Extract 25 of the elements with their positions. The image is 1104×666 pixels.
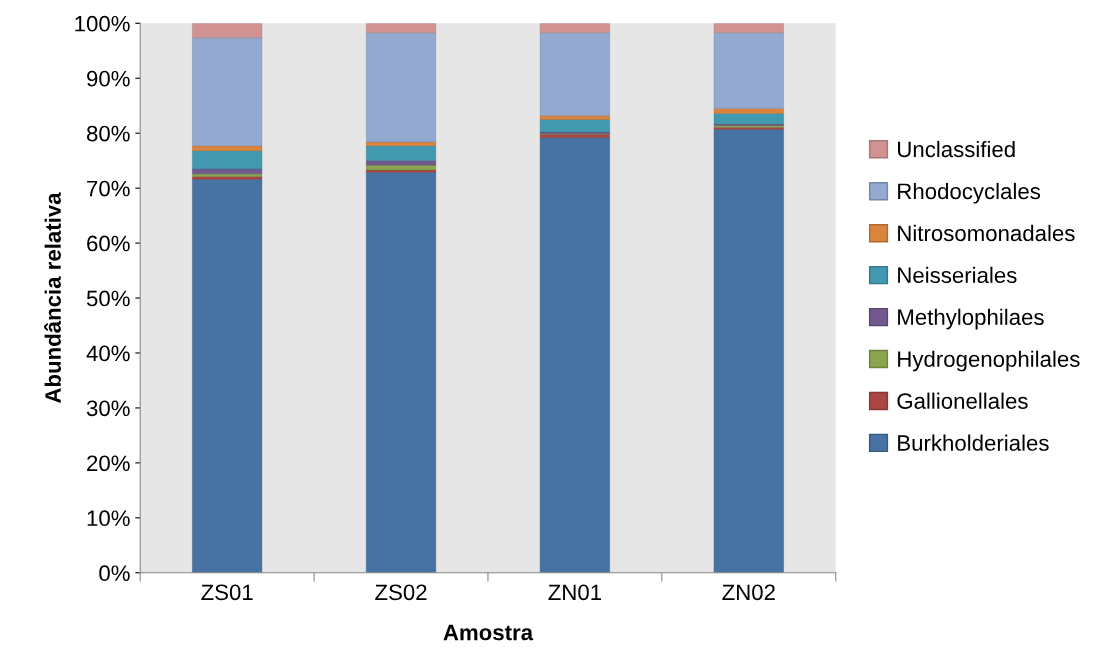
- legend-label: Gallionellales: [897, 392, 1028, 409]
- y-tick-label: 40%: [86, 345, 130, 362]
- legend-label: Nitrosomonadales: [898, 224, 1075, 242]
- y-tick-label: 10%: [87, 510, 130, 527]
- y-axis-title: Abundância relativa: [44, 192, 61, 404]
- y-tick-label: 90%: [87, 70, 130, 87]
- legend-label: Methylophilaes: [898, 308, 1044, 330]
- y-tick-label: 0%: [99, 565, 130, 582]
- y-tick-label: 100%: [75, 15, 130, 32]
- legend-label: Unclassified: [898, 140, 1015, 158]
- y-tick-label: 60%: [87, 235, 130, 252]
- x-tick-label: ZN02: [722, 584, 775, 601]
- y-tick-label: 80%: [86, 125, 130, 142]
- legend-label: Neisseriales: [898, 266, 1017, 284]
- x-tick-label: ZS01: [201, 584, 253, 601]
- x-tick-label: ZS02: [375, 584, 427, 601]
- x-axis-title: Amostra: [443, 624, 534, 641]
- legend-label: Burkholderiales: [898, 434, 1049, 451]
- legend-label: Hydrogenophilales: [898, 350, 1080, 372]
- y-tick-label: 50%: [86, 290, 130, 307]
- y-tick-label: 70%: [87, 180, 130, 197]
- x-tick-label: ZN01: [548, 584, 601, 601]
- y-tick-label: 30%: [86, 400, 130, 417]
- legend-label: Rhodocyclales: [898, 182, 1041, 204]
- y-tick-label: 20%: [87, 455, 130, 472]
